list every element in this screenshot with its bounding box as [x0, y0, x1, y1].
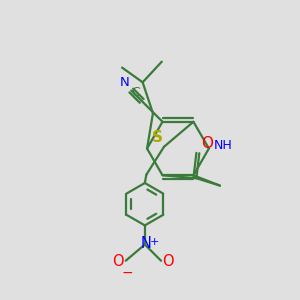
Text: O: O: [112, 254, 124, 269]
Text: −: −: [122, 266, 133, 279]
Text: +: +: [150, 237, 160, 247]
Text: C: C: [131, 86, 140, 100]
Text: O: O: [201, 136, 213, 151]
Text: S: S: [152, 130, 163, 145]
Text: O: O: [163, 254, 174, 269]
Text: N: N: [120, 76, 130, 89]
Text: NH: NH: [214, 139, 233, 152]
Text: N: N: [140, 236, 151, 251]
